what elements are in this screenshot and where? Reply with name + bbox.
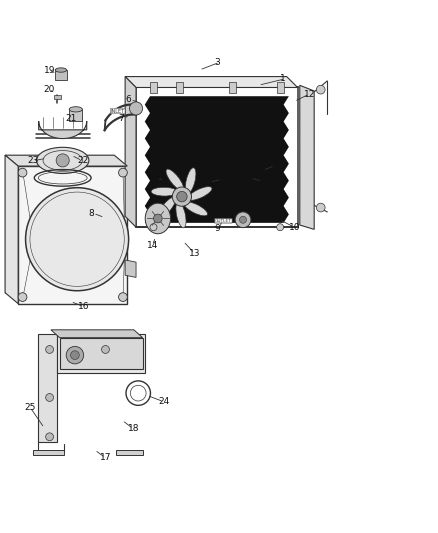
Circle shape [240,216,247,223]
Text: 22: 22 [77,156,88,165]
Circle shape [316,85,325,94]
Circle shape [119,168,127,177]
Text: 6: 6 [125,95,131,104]
Polygon shape [38,334,57,442]
Text: 8: 8 [88,209,94,218]
Polygon shape [18,166,127,304]
Ellipse shape [166,169,184,190]
Text: 18: 18 [128,424,140,433]
Text: 20: 20 [43,85,55,94]
Circle shape [130,102,143,115]
Bar [150,82,157,93]
Text: 23: 23 [28,156,39,165]
Text: INLET: INLET [111,109,125,114]
Circle shape [150,224,157,231]
Text: 3: 3 [215,58,220,67]
Text: 7: 7 [119,115,124,124]
Text: 19: 19 [43,66,55,75]
Text: 11: 11 [272,160,283,169]
Polygon shape [57,334,145,374]
Circle shape [172,187,191,206]
Polygon shape [125,77,297,87]
Circle shape [18,168,27,177]
Circle shape [46,393,53,401]
Bar [55,70,67,79]
Text: 12: 12 [304,90,315,99]
Ellipse shape [145,203,170,234]
Circle shape [66,346,84,364]
Ellipse shape [36,147,89,174]
Polygon shape [117,450,143,455]
Text: 2: 2 [151,175,157,184]
Polygon shape [125,77,136,227]
Circle shape [18,293,27,302]
Ellipse shape [158,197,176,218]
Circle shape [177,191,187,202]
Circle shape [119,293,127,302]
Circle shape [153,214,162,223]
Text: 24: 24 [159,397,170,406]
Polygon shape [300,85,314,229]
Circle shape [316,203,325,212]
Polygon shape [125,260,136,277]
Polygon shape [51,330,143,338]
Ellipse shape [151,187,177,196]
Ellipse shape [69,107,82,112]
Text: 21: 21 [65,115,77,124]
Text: 10: 10 [289,223,300,232]
Ellipse shape [188,187,212,200]
Text: 1: 1 [280,74,286,83]
Polygon shape [5,155,18,304]
Text: 17: 17 [100,453,112,462]
Polygon shape [60,338,143,369]
Ellipse shape [184,202,208,216]
Ellipse shape [55,68,67,72]
Circle shape [235,212,251,228]
Text: 25: 25 [25,402,36,411]
Bar [277,82,284,93]
Ellipse shape [176,202,186,228]
Circle shape [46,345,53,353]
Text: 9: 9 [215,223,220,232]
Text: OUTLET: OUTLET [215,219,232,223]
Text: 16: 16 [78,302,90,311]
Polygon shape [5,155,127,166]
Text: 15: 15 [217,175,228,184]
Polygon shape [5,155,114,293]
Polygon shape [39,121,87,139]
Polygon shape [33,450,64,455]
Circle shape [71,351,79,359]
Polygon shape [69,109,82,121]
Circle shape [56,154,69,167]
Ellipse shape [185,168,196,193]
Polygon shape [145,96,289,223]
Circle shape [102,345,110,353]
Circle shape [25,188,129,290]
Circle shape [46,433,53,441]
Bar [54,95,61,99]
Bar [176,82,183,93]
Bar [229,82,236,93]
Text: 13: 13 [189,249,201,258]
Circle shape [277,224,284,231]
Text: 14: 14 [147,241,158,250]
Text: 11: 11 [258,177,269,186]
